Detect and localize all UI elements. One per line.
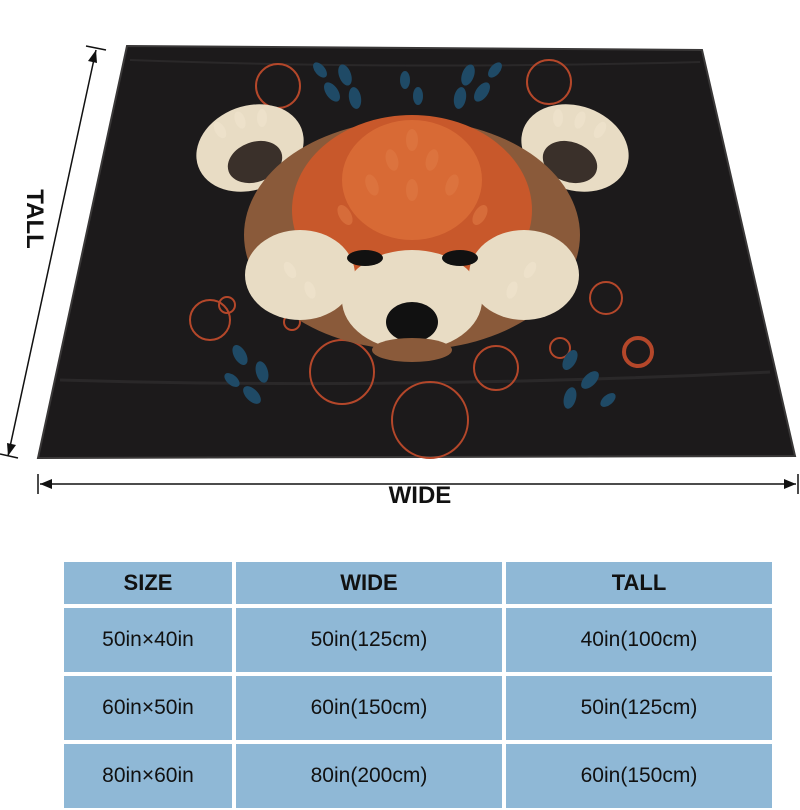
cell-wide: 60in(150cm) bbox=[234, 674, 504, 742]
header-tall: TALL bbox=[504, 560, 774, 606]
blanket-illustration bbox=[0, 44, 799, 494]
blue-leaves bbox=[224, 62, 616, 409]
cell-tall: 60in(150cm) bbox=[504, 742, 774, 810]
table-row: 60in×50in 60in(150cm) 50in(125cm) bbox=[62, 674, 774, 742]
table-row: 50in×40in 50in(125cm) 40in(100cm) bbox=[62, 606, 774, 674]
tall-label: TALL bbox=[21, 189, 48, 249]
size-table: SIZE WIDE TALL 50in×40in 50in(125cm) 40i… bbox=[62, 560, 774, 810]
tall-dimension-arrow bbox=[0, 45, 107, 459]
cell-size: 60in×50in bbox=[62, 674, 234, 742]
red-panda-face bbox=[196, 104, 629, 362]
cell-tall: 50in(125cm) bbox=[504, 674, 774, 742]
table-row: 80in×60in 80in(200cm) 60in(150cm) bbox=[62, 742, 774, 810]
cell-wide: 50in(125cm) bbox=[234, 606, 504, 674]
wide-dimension-arrow bbox=[37, 474, 799, 494]
cell-size: 50in×40in bbox=[62, 606, 234, 674]
wide-label: WIDE bbox=[388, 482, 452, 509]
decorative-rings bbox=[189, 59, 654, 459]
cell-tall: 40in(100cm) bbox=[504, 606, 774, 674]
header-wide: WIDE bbox=[234, 560, 504, 606]
cell-size: 80in×60in bbox=[62, 742, 234, 810]
table-header-row: SIZE WIDE TALL bbox=[62, 560, 774, 606]
header-size: SIZE bbox=[62, 560, 234, 606]
